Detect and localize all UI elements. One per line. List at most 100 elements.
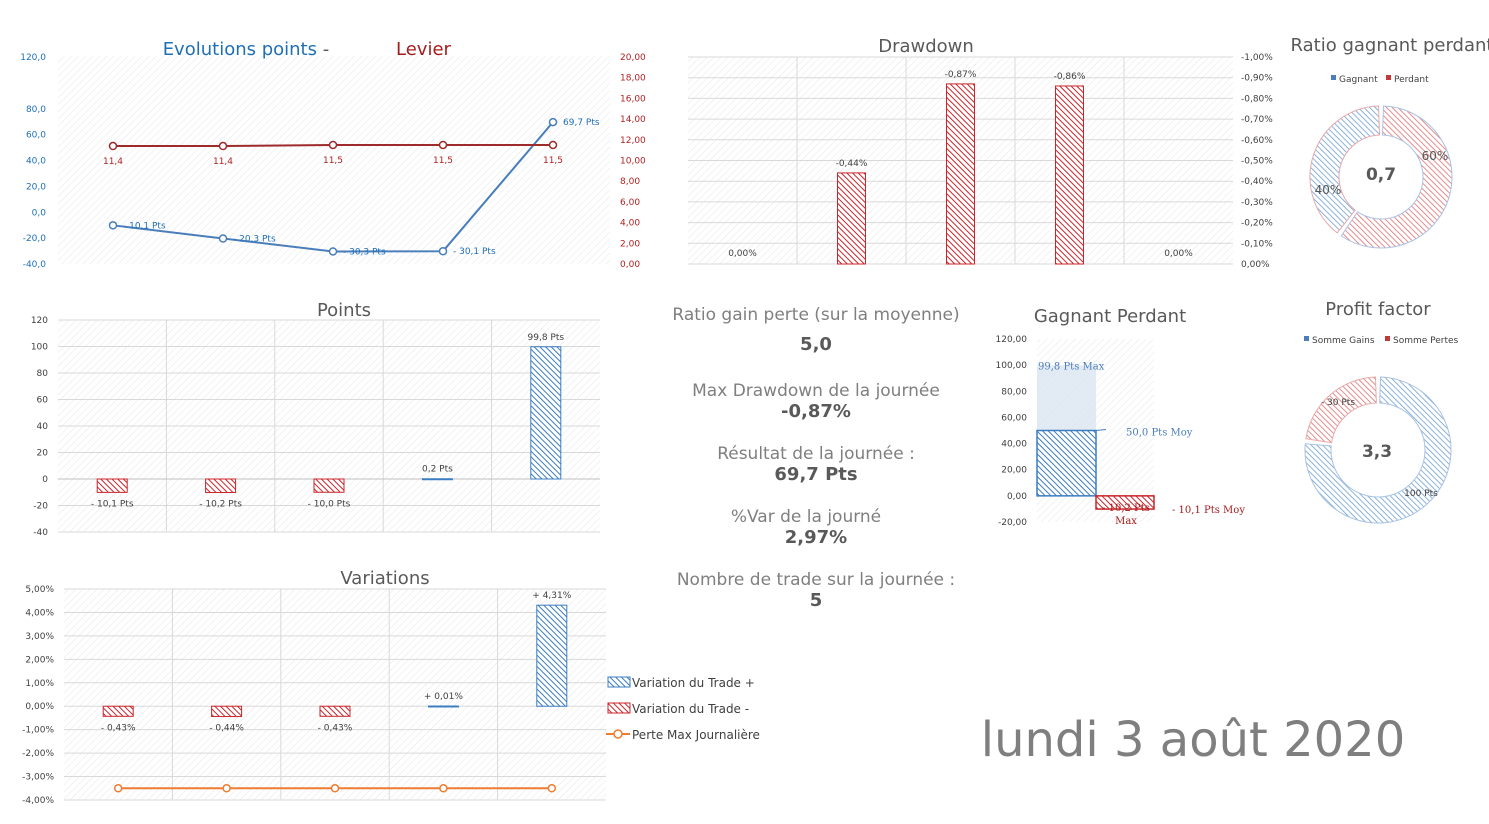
evolution-title-sep: - [317, 39, 335, 60]
profit-label-gains: 100 Pts [1404, 489, 1438, 499]
perdant-max-label: - 10,2 Pts [1102, 503, 1150, 514]
variations-tick: 4,00% [25, 608, 54, 618]
drawdown-tick: -0,50% [1241, 157, 1273, 167]
drawdown-bar [1055, 85, 1084, 265]
evolution-right-tick: 2,00 [620, 239, 640, 249]
profit-donut [1304, 376, 1452, 524]
gagnant-max-label: 99,8 Pts Max [1038, 361, 1105, 372]
gagnant-tick: 120,00 [996, 335, 1028, 345]
ratio-legend-gagnant-swatch [1331, 75, 1336, 80]
legend-perte-max-marker [613, 729, 623, 739]
gagnant-bars: 99,8 Pts Max 50,0 Pts Moy - 10,2 Pts Max - 1… [1036, 361, 1245, 527]
ratio-legend-perdant-swatch [1386, 75, 1391, 80]
variations-tick: -4,00% [22, 796, 54, 806]
evolution-point [108, 221, 118, 230]
drawdown-bar-label: 0,00% [1164, 249, 1193, 259]
legend-trade-minus: Variation du Trade - [632, 702, 749, 716]
profit-legend-gains: Somme Gains [1312, 336, 1375, 346]
points-tick: -40 [33, 528, 48, 538]
points-tick: 20 [37, 449, 49, 459]
evolution-levier-label: 11,5 [543, 156, 563, 166]
variations-bar-label: + 0,01% [424, 692, 463, 702]
variations-chart: Variations 5,00% 4,00% 3,00% 2,00% 1,00% 0,00… [22, 568, 760, 806]
donut-slice [1340, 105, 1453, 249]
ratio-center-value: 0,7 [1366, 165, 1396, 185]
evolution-right-tick: 12,00 [620, 136, 646, 146]
drawdown-tick: -0,10% [1241, 239, 1273, 249]
evolution-left-tick: 80,0 [26, 105, 46, 115]
ratio-title: Ratio gagnant perdant [1291, 35, 1489, 56]
points-bar-label: - 10,1 Pts [91, 499, 134, 509]
perdant-avg-label: - 10,1 Pts Moy [1172, 505, 1245, 516]
legend-trade-minus-swatch [607, 702, 631, 714]
variations-tick: 2,00% [25, 655, 54, 665]
drawdown-bar-label: 0,00% [728, 249, 757, 259]
evolution-levier-label: 11,5 [323, 156, 343, 166]
drawdown-tick: -1,00% [1241, 53, 1273, 63]
points-bar [313, 478, 345, 493]
drawdown-bar-label: -0,44% [836, 159, 868, 169]
evolution-right-tick: 6,00 [620, 198, 640, 208]
variations-tick: -2,00% [22, 749, 54, 759]
points-bar-label: 99,8 Pts [528, 333, 565, 343]
ratio-legend-perdant: Perdant [1394, 75, 1429, 85]
var-label: %Var de la journé [731, 507, 881, 527]
variations-tick: 1,00% [25, 679, 54, 689]
ratio-gain-perte-label: Ratio gain perte (sur la moyenne) [672, 305, 959, 325]
evolution-point [438, 140, 448, 150]
points-tick: 0 [42, 475, 48, 485]
variations-bar-label: + 4,31% [532, 591, 571, 601]
points-tick: 80 [37, 369, 49, 379]
points-title: Points [317, 300, 371, 321]
evolution-left-tick: 0,0 [32, 208, 47, 218]
points-bars: - 10,1 Pts - 10,2 Pts - 10,0 Pts 0,2 Pts 99,… [91, 333, 565, 510]
evolution-right-tick: 18,00 [620, 74, 646, 84]
variations-tick: -1,00% [22, 726, 54, 736]
points-tick: 40 [37, 422, 49, 432]
perte-max-point [330, 784, 340, 793]
evolution-right-tick: 0,00 [620, 260, 640, 270]
evolution-title-part1: Evolutions points [163, 39, 317, 60]
variations-bars: - 0,43% - 0,44% - 0,43% + 0,01% + 4,31% [101, 591, 572, 793]
gagnant-tick: 60,00 [1001, 413, 1027, 423]
evolution-point-label: - 30,3 Pts [343, 247, 386, 257]
points-tick: -20 [33, 502, 48, 512]
trades-label: Nombre de trade sur la journée : [677, 570, 955, 590]
evolution-point-label: 69,7 Pts [563, 118, 600, 128]
evolution-left-tick: 40,0 [26, 157, 46, 167]
gagnant-tick: -20,00 [998, 518, 1027, 528]
evolution-levier-label: 11,5 [433, 156, 453, 166]
evolution-series: - 10,1 Pts - 20,3 Pts - 30,3 Pts - 30,1 Pts… [103, 117, 600, 257]
drawdown-tick: 0,00% [1241, 260, 1270, 270]
variations-tick: 5,00% [25, 585, 54, 595]
variations-bar-label: - 0,43% [318, 723, 353, 733]
legend-trade-plus: Variation du Trade + [632, 676, 755, 690]
profit-legend-gains-swatch [1304, 336, 1309, 341]
ratio-gain-perte-value: 5,0 [800, 334, 832, 355]
trades-value: 5 [810, 590, 823, 611]
ratio-legend-gagnant: Gagnant [1339, 75, 1378, 85]
drawdown-tick: -0,90% [1241, 74, 1273, 84]
perdant-avg-bar [1095, 495, 1155, 510]
profit-label-pertes: - 30 Pts [1321, 398, 1355, 408]
points-bar [421, 478, 453, 481]
gagnant-avg-connector [1095, 429, 1107, 431]
evolution-levier-label: 11,4 [213, 157, 233, 167]
evolution-levier-label: 11,4 [103, 157, 123, 167]
resultat-label: Résultat de la journée : [717, 444, 915, 464]
evolution-right-tick: 14,00 [620, 115, 646, 125]
variations-bar [536, 604, 568, 707]
evolution-left-tick: 20,0 [26, 182, 46, 192]
evolution-chart: Evolutions points - Levier 120,0 80,0 60,0… [20, 39, 646, 270]
ratio-label-gagnant: 40% [1315, 183, 1342, 197]
legend-trade-plus-swatch [607, 676, 631, 688]
drawdown-tick: -0,40% [1241, 177, 1273, 187]
evolution-point [218, 141, 228, 151]
variations-bar [319, 705, 351, 717]
max-drawdown-label: Max Drawdown de la journée [692, 381, 940, 401]
evolution-point-label: - 30,1 Pts [453, 247, 496, 257]
points-bar-label: - 10,0 Pts [308, 499, 351, 509]
drawdown-chart: Drawdown -1,00% -0,90% -0,80% -0,70% -0,60% -… [688, 36, 1273, 270]
